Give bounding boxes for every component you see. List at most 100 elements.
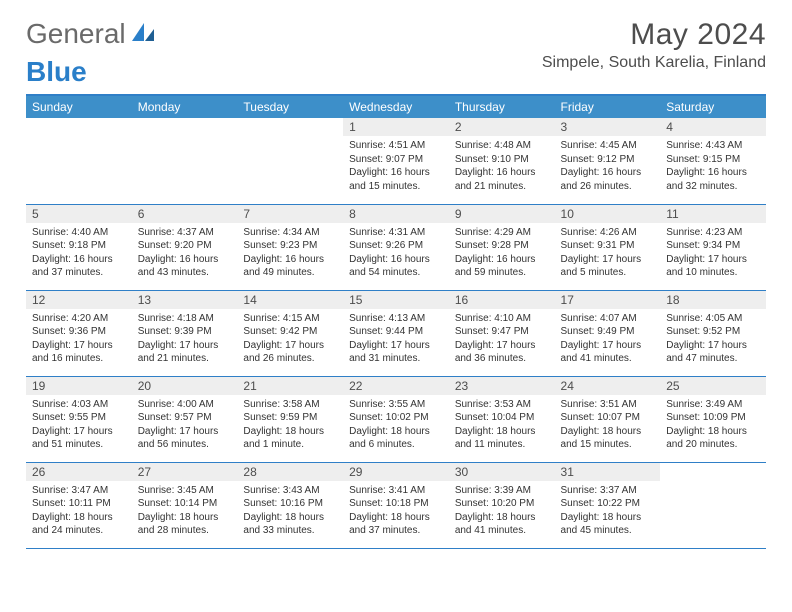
weekday-wednesday: Wednesday <box>343 96 449 118</box>
day-cell: 15Sunrise: 4:13 AMSunset: 9:44 PMDayligh… <box>343 290 449 376</box>
day-cell: 14Sunrise: 4:15 AMSunset: 9:42 PMDayligh… <box>237 290 343 376</box>
day-cell: 12Sunrise: 4:20 AMSunset: 9:36 PMDayligh… <box>26 290 132 376</box>
day-number: 1 <box>343 118 449 136</box>
day-number: 9 <box>449 205 555 223</box>
day-number: 11 <box>660 205 766 223</box>
table-row: 26Sunrise: 3:47 AMSunset: 10:11 PMDaylig… <box>26 462 766 548</box>
day-cell: 16Sunrise: 4:10 AMSunset: 9:47 PMDayligh… <box>449 290 555 376</box>
table-row: 19Sunrise: 4:03 AMSunset: 9:55 PMDayligh… <box>26 376 766 462</box>
day-cell: 17Sunrise: 4:07 AMSunset: 9:49 PMDayligh… <box>555 290 661 376</box>
day-number: 7 <box>237 205 343 223</box>
day-body: Sunrise: 4:03 AMSunset: 9:55 PMDaylight:… <box>26 395 132 455</box>
day-number: 8 <box>343 205 449 223</box>
day-body: Sunrise: 4:26 AMSunset: 9:31 PMDaylight:… <box>555 223 661 283</box>
day-body: Sunrise: 4:00 AMSunset: 9:57 PMDaylight:… <box>132 395 238 455</box>
day-number: 14 <box>237 291 343 309</box>
day-body: Sunrise: 3:58 AMSunset: 9:59 PMDaylight:… <box>237 395 343 455</box>
day-number: 13 <box>132 291 238 309</box>
day-cell: 2Sunrise: 4:48 AMSunset: 9:10 PMDaylight… <box>449 118 555 204</box>
weekday-row: SundayMondayTuesdayWednesdayThursdayFrid… <box>26 96 766 118</box>
day-body: Sunrise: 4:40 AMSunset: 9:18 PMDaylight:… <box>26 223 132 283</box>
calendar-page: General May 2024 Simpele, South Karelia,… <box>0 0 792 567</box>
day-cell: 11Sunrise: 4:23 AMSunset: 9:34 PMDayligh… <box>660 204 766 290</box>
table-row: 5Sunrise: 4:40 AMSunset: 9:18 PMDaylight… <box>26 204 766 290</box>
day-number: 21 <box>237 377 343 395</box>
weekday-tuesday: Tuesday <box>237 96 343 118</box>
day-number: 25 <box>660 377 766 395</box>
day-body: Sunrise: 3:45 AMSunset: 10:14 PMDaylight… <box>132 481 238 541</box>
weekday-monday: Monday <box>132 96 238 118</box>
table-row: 1Sunrise: 4:51 AMSunset: 9:07 PMDaylight… <box>26 118 766 204</box>
day-number: 3 <box>555 118 661 136</box>
day-number: 27 <box>132 463 238 481</box>
day-cell: 9Sunrise: 4:29 AMSunset: 9:28 PMDaylight… <box>449 204 555 290</box>
day-body: Sunrise: 3:39 AMSunset: 10:20 PMDaylight… <box>449 481 555 541</box>
day-cell: 13Sunrise: 4:18 AMSunset: 9:39 PMDayligh… <box>132 290 238 376</box>
day-cell: 26Sunrise: 3:47 AMSunset: 10:11 PMDaylig… <box>26 462 132 548</box>
day-body: Sunrise: 3:41 AMSunset: 10:18 PMDaylight… <box>343 481 449 541</box>
day-body: Sunrise: 4:48 AMSunset: 9:10 PMDaylight:… <box>449 136 555 196</box>
day-number: 28 <box>237 463 343 481</box>
logo: General <box>26 18 160 50</box>
day-body: Sunrise: 4:29 AMSunset: 9:28 PMDaylight:… <box>449 223 555 283</box>
day-cell: 25Sunrise: 3:49 AMSunset: 10:09 PMDaylig… <box>660 376 766 462</box>
day-body: Sunrise: 4:31 AMSunset: 9:26 PMDaylight:… <box>343 223 449 283</box>
day-body: Sunrise: 4:43 AMSunset: 9:15 PMDaylight:… <box>660 136 766 196</box>
empty-cell <box>132 118 238 204</box>
day-cell: 24Sunrise: 3:51 AMSunset: 10:07 PMDaylig… <box>555 376 661 462</box>
day-body: Sunrise: 4:13 AMSunset: 9:44 PMDaylight:… <box>343 309 449 369</box>
empty-cell <box>237 118 343 204</box>
logo-text-general: General <box>26 18 126 50</box>
day-number: 18 <box>660 291 766 309</box>
day-cell: 3Sunrise: 4:45 AMSunset: 9:12 PMDaylight… <box>555 118 661 204</box>
day-number: 19 <box>26 377 132 395</box>
day-cell: 10Sunrise: 4:26 AMSunset: 9:31 PMDayligh… <box>555 204 661 290</box>
day-cell: 20Sunrise: 4:00 AMSunset: 9:57 PMDayligh… <box>132 376 238 462</box>
logo-text-blue: Blue <box>26 56 87 88</box>
day-body: Sunrise: 3:49 AMSunset: 10:09 PMDaylight… <box>660 395 766 455</box>
day-number: 26 <box>26 463 132 481</box>
day-cell: 18Sunrise: 4:05 AMSunset: 9:52 PMDayligh… <box>660 290 766 376</box>
sail-icon <box>130 21 156 48</box>
day-cell: 19Sunrise: 4:03 AMSunset: 9:55 PMDayligh… <box>26 376 132 462</box>
day-cell: 5Sunrise: 4:40 AMSunset: 9:18 PMDaylight… <box>26 204 132 290</box>
day-cell: 6Sunrise: 4:37 AMSunset: 9:20 PMDaylight… <box>132 204 238 290</box>
day-number: 30 <box>449 463 555 481</box>
day-body: Sunrise: 4:45 AMSunset: 9:12 PMDaylight:… <box>555 136 661 196</box>
day-cell: 27Sunrise: 3:45 AMSunset: 10:14 PMDaylig… <box>132 462 238 548</box>
day-cell: 4Sunrise: 4:43 AMSunset: 9:15 PMDaylight… <box>660 118 766 204</box>
empty-cell <box>26 118 132 204</box>
day-number: 20 <box>132 377 238 395</box>
day-number: 12 <box>26 291 132 309</box>
day-number: 16 <box>449 291 555 309</box>
day-number: 24 <box>555 377 661 395</box>
weekday-sunday: Sunday <box>26 96 132 118</box>
day-cell: 29Sunrise: 3:41 AMSunset: 10:18 PMDaylig… <box>343 462 449 548</box>
title-block: May 2024 Simpele, South Karelia, Finland <box>542 18 766 72</box>
day-cell: 30Sunrise: 3:39 AMSunset: 10:20 PMDaylig… <box>449 462 555 548</box>
day-number: 23 <box>449 377 555 395</box>
day-number: 15 <box>343 291 449 309</box>
weekday-saturday: Saturday <box>660 96 766 118</box>
day-body: Sunrise: 4:15 AMSunset: 9:42 PMDaylight:… <box>237 309 343 369</box>
day-number: 4 <box>660 118 766 136</box>
day-number: 10 <box>555 205 661 223</box>
weekday-friday: Friday <box>555 96 661 118</box>
day-number: 31 <box>555 463 661 481</box>
day-body: Sunrise: 4:23 AMSunset: 9:34 PMDaylight:… <box>660 223 766 283</box>
day-number: 6 <box>132 205 238 223</box>
day-body: Sunrise: 3:37 AMSunset: 10:22 PMDaylight… <box>555 481 661 541</box>
day-body: Sunrise: 4:10 AMSunset: 9:47 PMDaylight:… <box>449 309 555 369</box>
day-body: Sunrise: 4:37 AMSunset: 9:20 PMDaylight:… <box>132 223 238 283</box>
day-cell: 28Sunrise: 3:43 AMSunset: 10:16 PMDaylig… <box>237 462 343 548</box>
weekday-thursday: Thursday <box>449 96 555 118</box>
day-cell: 7Sunrise: 4:34 AMSunset: 9:23 PMDaylight… <box>237 204 343 290</box>
day-number: 29 <box>343 463 449 481</box>
day-body: Sunrise: 3:55 AMSunset: 10:02 PMDaylight… <box>343 395 449 455</box>
day-cell: 8Sunrise: 4:31 AMSunset: 9:26 PMDaylight… <box>343 204 449 290</box>
day-cell: 21Sunrise: 3:58 AMSunset: 9:59 PMDayligh… <box>237 376 343 462</box>
day-body: Sunrise: 4:18 AMSunset: 9:39 PMDaylight:… <box>132 309 238 369</box>
location: Simpele, South Karelia, Finland <box>542 54 766 72</box>
calendar-body: 1Sunrise: 4:51 AMSunset: 9:07 PMDaylight… <box>26 118 766 548</box>
day-body: Sunrise: 3:47 AMSunset: 10:11 PMDaylight… <box>26 481 132 541</box>
